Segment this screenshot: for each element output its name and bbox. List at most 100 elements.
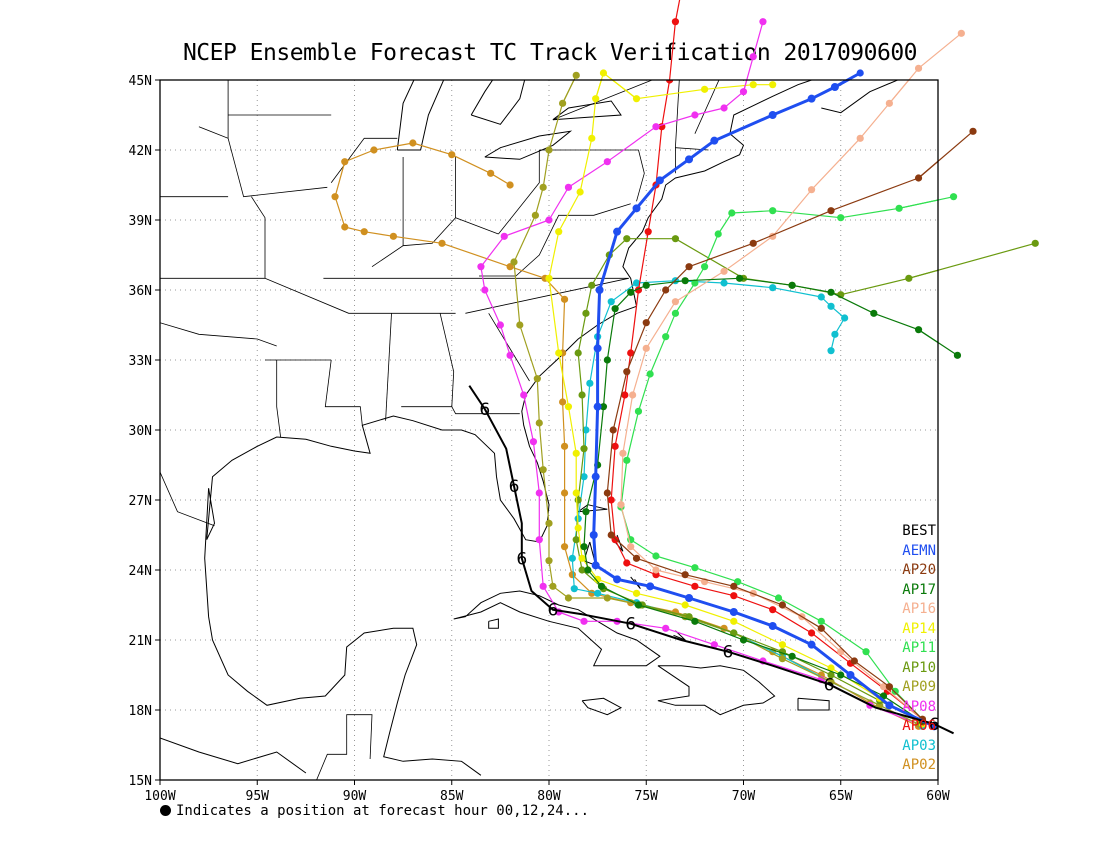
track-position-marker [623,235,631,243]
track-position-marker [496,321,504,329]
track-position-marker [644,228,652,236]
legend-item-ap03: AP03 [902,737,936,754]
x-tick-label: 75W [635,789,659,804]
track-position-marker [730,592,738,600]
track-position-marker [701,85,709,93]
map-axes: 100W 95W 90W 85W 80W 75W 70W 65W 60W 15N 18N 21N 24N… [129,74,950,804]
track-position-marker [572,71,580,79]
track-position-marker [827,288,835,296]
track-position-marker [739,636,748,644]
track-line [583,277,938,723]
track-position-marker [827,302,835,310]
track-position-marker [539,183,547,191]
political-border [552,80,716,121]
track-position-marker [578,566,586,574]
political-border [276,360,281,438]
track-position-marker [580,473,588,481]
track-position-marker [578,554,586,562]
coastline [204,488,482,776]
track-position-marker [691,279,699,287]
track-aemn-outside [834,69,864,89]
track-position-marker [769,207,777,215]
coastline [797,697,830,711]
track-ap16-outside [888,29,965,104]
track-ap20-outside [918,127,977,179]
track-line [513,80,919,725]
lake-shore [552,100,622,121]
track-position-marker [591,561,600,570]
track-position-marker [632,279,641,287]
track-position-marker [629,391,637,399]
political-border [465,277,629,314]
track-position-marker [487,169,495,177]
track-position-marker [545,216,553,224]
track-position-marker [572,536,580,544]
political-border [539,149,645,202]
track-position-marker [681,601,689,609]
track-position-marker [533,375,541,383]
footnote: Indicates a position at forecast hour 00… [160,803,589,819]
track-position-marker [572,489,580,497]
track-position-marker [646,370,654,378]
track-segment [752,21,764,57]
track-position-marker [681,277,689,285]
track-position-marker [846,671,855,679]
track-position-marker [607,496,615,504]
y-tick-label: 24N [129,564,152,579]
track-ap02 [331,139,923,730]
track-ap14 [545,80,927,728]
track-position-marker [841,314,849,322]
track-position-marker [652,566,660,574]
political-border [675,80,680,174]
track-position-marker [817,617,825,625]
legend-item-ap08: AP08 [902,698,936,715]
track-position-marker [879,683,888,691]
track-position-marker [774,594,783,602]
track-position-marker [720,279,728,287]
track-position-marker [588,134,596,142]
track-position-marker [588,281,596,289]
track-segment [908,242,1036,279]
track-segment [898,196,954,209]
track-position-marker [642,344,650,352]
track-position-marker [360,228,368,236]
track-best: 6 6 6 6 6 6 6 6 [468,385,938,735]
track-ap10-outside [908,239,1039,279]
political-border [330,137,398,183]
coastline [581,697,623,716]
track-position-marker [516,321,524,329]
track-position-marker [652,552,660,560]
legend-item-ap06: AP06 [902,718,936,734]
track-position-marker [627,543,635,551]
coastline [453,590,661,667]
political-border [385,313,392,421]
track-position-marker [837,671,845,679]
track-position-marker [555,228,563,236]
track-position-marker [572,449,580,457]
track-position-marker [691,582,699,590]
track-segment [603,72,637,100]
track-position-marker [582,508,590,516]
lake-shore [316,5,460,45]
track-position-marker [671,309,680,317]
track-position-marker [545,519,553,527]
track-segment [595,72,605,99]
track-position-marker [623,368,631,376]
track-position-marker [331,193,339,201]
track-position-marker [768,622,777,630]
track-position-marker [535,489,543,497]
track-position-marker [685,155,694,164]
track-segment [668,21,677,81]
political-border [160,277,456,314]
track-position-marker [807,186,816,194]
track-ap06-outside [668,0,681,81]
political-border [316,714,373,780]
track-position-marker [531,211,539,219]
track-ap17-outside [918,329,962,359]
track-position-marker [701,263,709,271]
x-tick-label: 80W [537,789,561,804]
track-position-marker [665,80,674,84]
track-position-marker [409,139,417,147]
track-position-marker [621,391,629,399]
lake-shore [396,80,445,151]
